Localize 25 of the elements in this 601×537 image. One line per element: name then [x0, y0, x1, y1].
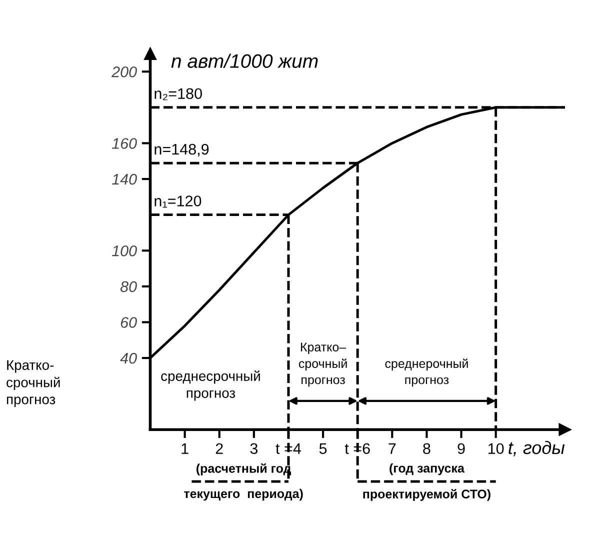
x-tick-label: 8: [423, 443, 430, 454]
annotation: Кратко– срочный прогноз: [298, 342, 347, 387]
y-tick-label: 60: [120, 317, 137, 328]
x-tick-label: 7: [388, 443, 396, 454]
x-axis-title: t, годы: [508, 440, 565, 456]
y-tick-label: 100: [112, 245, 137, 256]
ref-line-label: n₁=120: [154, 196, 202, 208]
ref-line-label: n₂=180: [154, 88, 202, 100]
x-tick-label: 3: [250, 443, 258, 454]
annotation: среднесрочный прогноз: [161, 370, 260, 401]
y-tick-label: 200: [111, 66, 137, 78]
x-tick-label: 5: [319, 443, 327, 454]
annotation: среднерочный прогноз: [385, 358, 468, 387]
y-tick-label: 80: [120, 281, 137, 292]
y-tick-label: 160: [112, 138, 137, 149]
x-tick-label: 2: [216, 443, 223, 454]
y-axis-title: n авт/1000 жит: [171, 54, 318, 68]
text: Кратко- срочный прогноз: [6, 360, 60, 408]
x-tick-label: 1: [182, 443, 188, 454]
text: (год запуска проектируемой СТО): [363, 463, 490, 501]
y-tick-label: 140: [112, 174, 137, 185]
x-tick-label: 9: [458, 443, 465, 454]
x-tick-label: 10: [488, 443, 504, 454]
ref-line-label: n=148,9: [154, 144, 209, 156]
y-tick-label: 40: [120, 352, 137, 364]
